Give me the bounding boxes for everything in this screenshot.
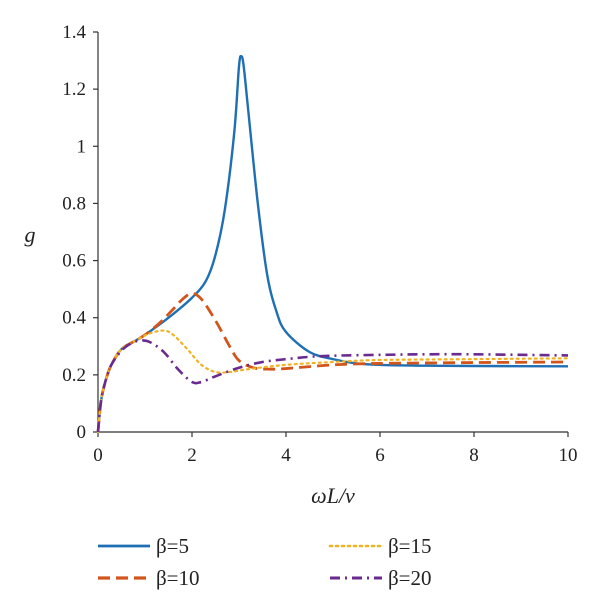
x-tick-label: 2: [187, 445, 197, 466]
y-tick-label: 1.2: [62, 79, 86, 100]
y-axis-label: g: [25, 222, 36, 247]
y-tick-label: 0.2: [62, 365, 86, 386]
x-axis-label: ωL/ν: [311, 483, 355, 508]
series-line-4: [96, 339, 569, 433]
legend-label-1: β=5: [156, 534, 189, 558]
y-tick-label: 1.4: [62, 22, 86, 43]
y-tick-label: 0.8: [62, 193, 86, 214]
series-line-2: [96, 292, 569, 433]
series-line-3: [96, 329, 570, 434]
x-tick-label: 4: [281, 445, 291, 466]
series-line-1: [96, 54, 569, 433]
legend-label-3: β=15: [388, 534, 432, 558]
x-tick-label: 10: [559, 445, 578, 466]
x-tick-label: 0: [93, 445, 103, 466]
x-tick-label: 6: [375, 445, 385, 466]
axes: [93, 31, 569, 437]
tick-labels: 0 2 4 6 8 10 0 0.2 0.4 0.6 0.8 1 1.2 1.4: [62, 22, 577, 466]
series-lines: [96, 54, 570, 434]
legend: β=5 β=10 β=15 β=20: [98, 534, 432, 590]
legend-label-2: β=10: [156, 566, 200, 590]
x-tick-label: 8: [469, 445, 479, 466]
y-tick-label: 1: [77, 136, 87, 157]
y-tick-label: 0.6: [62, 251, 86, 272]
y-tick-label: 0: [77, 422, 87, 443]
legend-label-4: β=20: [388, 566, 432, 590]
y-tick-label: 0.4: [62, 308, 86, 329]
